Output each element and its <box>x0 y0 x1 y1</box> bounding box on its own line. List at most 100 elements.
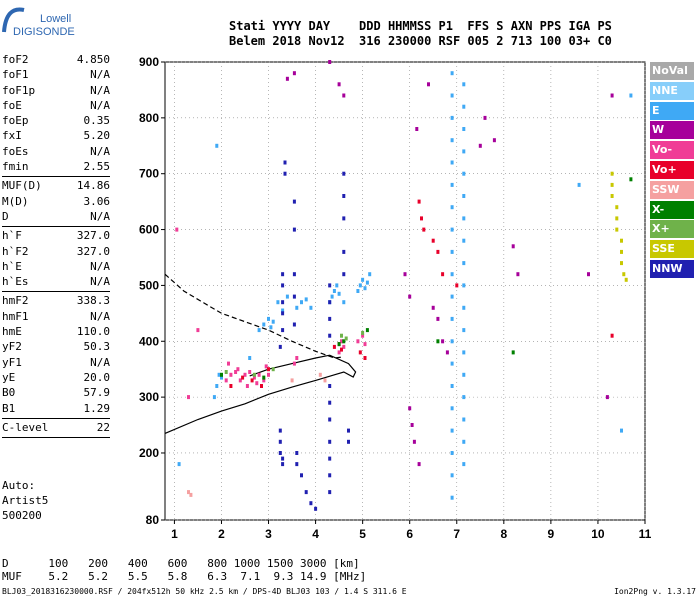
distance-muf-table: D 100 200 400 600 800 1000 1500 3000 [km… <box>2 557 366 583</box>
data-point-nnw <box>281 300 285 305</box>
data-point-w <box>328 60 332 64</box>
legend-item-e: E <box>650 101 694 120</box>
x-tick-label: 1 <box>171 527 178 541</box>
data-point-nnw <box>292 199 296 204</box>
data-point-nnw <box>328 417 332 422</box>
legend-item-ssw: SSW <box>650 180 694 199</box>
data-point-e <box>267 316 270 321</box>
y-tick-label: 200 <box>139 446 159 460</box>
param-value: 5.20 <box>83 129 111 143</box>
data-point-e <box>295 305 299 310</box>
data-point-e <box>363 286 367 291</box>
header-labels-row: Stati YYYY DAY DDD HHMMSS P1 FFS S AXN P… <box>229 19 612 33</box>
data-point-x- <box>224 370 228 374</box>
data-point-vo- <box>295 356 299 360</box>
x-tick-label: 2 <box>218 527 225 541</box>
data-point-sse <box>610 194 614 198</box>
auto-label: Auto: <box>2 479 36 492</box>
data-point-nnw <box>347 428 350 433</box>
data-point-vo- <box>455 283 459 288</box>
data-point-nnw <box>281 283 285 288</box>
param-value: 20.0 <box>83 370 111 384</box>
data-point-e <box>462 171 466 176</box>
y-tick-label: 900 <box>139 55 159 69</box>
param-name: yF1 <box>2 355 22 369</box>
data-point-w <box>431 305 435 310</box>
data-point-e <box>212 395 216 400</box>
data-point-e <box>450 406 454 411</box>
param-value: N/A <box>90 355 110 369</box>
data-point-nnw <box>295 462 299 467</box>
data-point-e <box>629 93 633 98</box>
data-point-e <box>462 127 466 131</box>
param-separator <box>2 176 110 178</box>
param-row: foF1p N/A <box>2 83 110 98</box>
data-point-nnw <box>283 171 287 176</box>
param-row: yE 20.0 <box>2 370 110 385</box>
data-point-ssw <box>189 492 193 497</box>
data-point-vo- <box>255 381 259 386</box>
data-point-w <box>587 272 590 277</box>
param-name: h`F <box>2 229 22 243</box>
data-point-w <box>441 339 445 344</box>
data-point-e <box>220 375 223 380</box>
y-tick-label: 400 <box>139 334 159 348</box>
data-point-e <box>450 294 454 299</box>
param-name: foEs <box>2 144 29 158</box>
param-row: fmin 2.55 <box>2 159 110 174</box>
param-row: fxI 5.20 <box>2 128 110 143</box>
y-tick-label: 300 <box>139 390 159 404</box>
data-point-e <box>462 372 466 377</box>
data-point-nnw <box>281 328 285 333</box>
data-point-e <box>462 328 466 333</box>
data-point-vo- <box>342 344 346 349</box>
data-point-vo- <box>238 378 242 383</box>
logo-text-lowell: Lowell <box>40 13 71 25</box>
param-name: hmF1 <box>2 309 29 323</box>
param-row: h`E N/A <box>2 259 110 274</box>
param-value: 2.55 <box>83 160 111 174</box>
data-point-nnw <box>278 428 282 433</box>
legend-item-x-: X+ <box>650 220 694 239</box>
data-point-e <box>462 283 466 288</box>
data-point-x- <box>342 339 346 344</box>
data-point-vo- <box>436 249 440 254</box>
param-row: h`Es N/A <box>2 274 110 289</box>
data-point-e <box>462 194 466 198</box>
data-point-vo- <box>229 372 233 377</box>
data-point-e <box>462 417 466 422</box>
data-point-nnw <box>278 439 282 444</box>
data-point-e <box>450 495 454 500</box>
data-point-x- <box>344 336 348 341</box>
x-tick-label: 4 <box>312 527 319 541</box>
data-point-w <box>445 350 449 355</box>
data-point-e <box>262 322 266 327</box>
data-point-nnw <box>342 216 346 221</box>
data-point-e <box>271 319 275 324</box>
param-row: yF2 50.3 <box>2 339 110 354</box>
data-point-vo- <box>340 339 343 344</box>
data-point-nnw <box>328 283 332 288</box>
param-row: M(D) 3.06 <box>2 194 110 209</box>
param-value: 327.0 <box>76 229 110 243</box>
data-point-w <box>292 71 296 76</box>
param-row: h`F2 327.0 <box>2 244 110 259</box>
legend-item-nnw: NNW <box>650 259 694 278</box>
param-row: hmF1 N/A <box>2 309 110 324</box>
data-point-vo- <box>257 372 261 377</box>
param-name: B0 <box>2 386 16 400</box>
header-values-row: Belem 2018 Nov12 316 230000 RSF 005 2 71… <box>229 34 612 48</box>
data-point-nnw <box>304 490 308 495</box>
data-point-vo- <box>361 333 365 338</box>
param-separator <box>2 417 110 419</box>
data-point-nnw <box>328 333 332 338</box>
data-point-nnw <box>281 462 285 467</box>
param-row: hmF2 338.3 <box>2 293 110 308</box>
y-tick-label: 500 <box>139 278 159 292</box>
file-info-footer: BLJ03_2018316230000.RSF / 204fx512h 50 k… <box>2 587 407 596</box>
data-point-e <box>358 283 362 288</box>
auto-code: 500200 <box>2 509 42 522</box>
param-row: foE N/A <box>2 98 110 113</box>
data-point-w <box>408 294 412 299</box>
legend-item-x-: X- <box>650 200 694 219</box>
